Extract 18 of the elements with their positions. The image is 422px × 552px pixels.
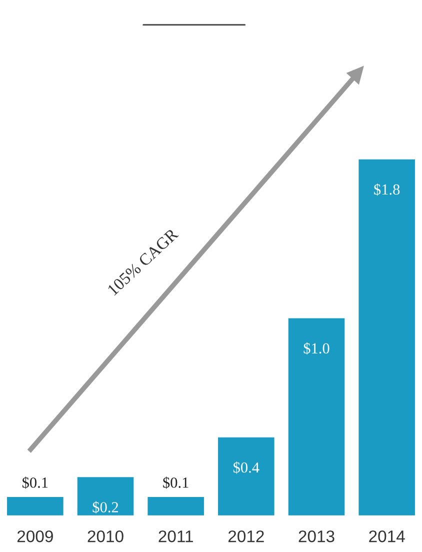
bar xyxy=(286,316,346,516)
data-label: $0.2 xyxy=(92,501,118,514)
data-label: $1.8 xyxy=(374,183,400,196)
bar xyxy=(146,496,206,516)
bar xyxy=(357,158,416,516)
data-label: $0.1 xyxy=(163,476,188,489)
x-tick-label: 2011 xyxy=(158,530,193,542)
x-tick-label: 2013 xyxy=(298,530,334,542)
x-tick-label: 2014 xyxy=(369,530,405,542)
data-label: $0.1 xyxy=(22,476,48,489)
x-tick-label: 2010 xyxy=(88,530,124,542)
data-label: $0.4 xyxy=(233,461,260,474)
data-label: $1.0 xyxy=(304,342,330,355)
bar xyxy=(76,476,136,516)
x-tick-label: 2009 xyxy=(17,530,53,542)
bar xyxy=(216,436,276,516)
x-tick-label: 2012 xyxy=(228,530,264,542)
bar xyxy=(6,496,65,516)
